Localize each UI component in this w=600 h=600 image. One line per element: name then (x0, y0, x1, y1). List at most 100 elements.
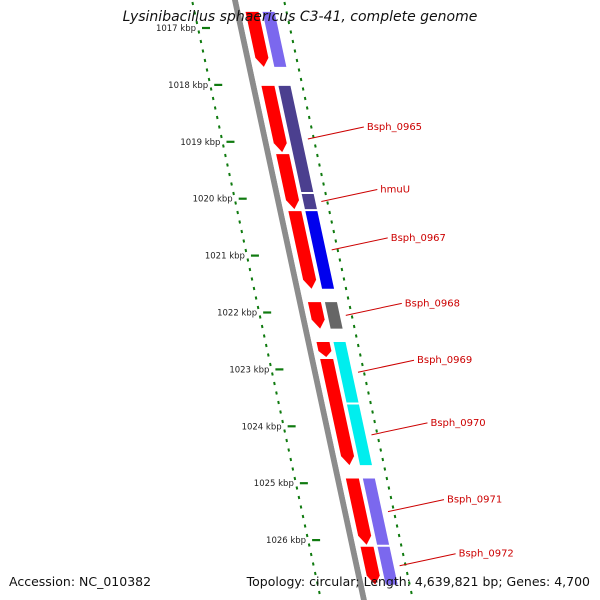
scale-dot (242, 239, 246, 243)
outer-ring-dot (344, 286, 348, 291)
scale-dot (248, 267, 252, 272)
gene-label: Bsph_0965 (367, 122, 422, 133)
scale-dot (224, 153, 227, 158)
scale-tick-label: 1021 kbp (205, 252, 245, 262)
gene-leader-line (357, 359, 415, 373)
scale-dot (305, 533, 309, 538)
outer-ring-dot (373, 419, 376, 424)
scale-dot (222, 144, 225, 148)
outer-ring-dot (401, 552, 405, 557)
gene-feature (333, 341, 359, 403)
gene-label: Bsph_0969 (417, 355, 472, 366)
scale-dot (258, 315, 262, 319)
gene-feature (346, 404, 372, 466)
scale-dot (291, 467, 295, 471)
genome-backbone (231, 0, 367, 600)
cds-arrow (276, 154, 299, 210)
scale-tick-label: 1019 kbp (180, 138, 220, 148)
outer-ring-dot (318, 163, 321, 167)
gene-leader-line (345, 302, 402, 316)
cds-arrow (261, 85, 287, 153)
gene-feature (301, 194, 317, 210)
scale-dot (230, 182, 233, 186)
outer-ring-dot (383, 467, 387, 471)
gene-feature (278, 85, 314, 193)
outer-ring-dot (334, 239, 338, 243)
outer-ring-dot (324, 191, 327, 196)
scale-dot (250, 277, 254, 281)
outer-ring-dot (399, 543, 403, 547)
scale-dot (232, 191, 235, 196)
scale-dot (197, 30, 201, 34)
outer-ring-dot (314, 144, 317, 148)
cds-arrow (345, 478, 372, 545)
outer-ring-dot (293, 49, 297, 53)
outer-ring-dot (408, 581, 411, 585)
genome-summary-text: Topology: circular; Length: 4,639,821 bp… (246, 574, 590, 589)
outer-ring-dot (369, 400, 372, 405)
outer-ring-dot (377, 438, 380, 443)
outer-ring-dot (330, 220, 334, 224)
scale-dot (254, 296, 258, 300)
gene-leader-line (307, 126, 364, 140)
scale-dot (313, 571, 317, 576)
outer-ring-dot (363, 372, 366, 376)
outer-ring-dot (354, 334, 358, 338)
gene-leader-line (321, 189, 378, 203)
accession-text: Accession: NC_010382 (9, 574, 152, 589)
scale-dot (283, 429, 286, 433)
outer-ring-dot (338, 258, 342, 262)
outer-ring-dot (346, 296, 350, 300)
outer-ring-dot (340, 267, 344, 272)
scale-dot (199, 39, 203, 44)
outer-ring-dot (391, 505, 395, 509)
outer-ring-dot (410, 590, 413, 595)
scale-dot (279, 410, 282, 414)
scale-dot (289, 457, 293, 462)
scale-dot (301, 514, 305, 519)
outer-ring-dot (307, 115, 311, 120)
scale-dot (285, 438, 288, 443)
gene-label: Bsph_0972 (459, 549, 514, 560)
scale-dot (195, 20, 199, 25)
outer-ring-dot (375, 429, 378, 433)
gene-label: Bsph_0967 (391, 233, 446, 244)
scale-dot (316, 581, 319, 585)
gene-label: hmuU (380, 185, 410, 196)
gene-leader-line (387, 499, 445, 513)
outer-ring-dot (303, 96, 307, 101)
outer-ring-dot (336, 248, 340, 253)
scale-dot (256, 305, 260, 310)
outer-ring-dot (332, 229, 336, 234)
scale-dot (287, 448, 291, 452)
gene-feature (362, 478, 390, 545)
gene-feature (324, 302, 343, 329)
outer-ring-dot (287, 20, 291, 25)
scale-dot (260, 324, 264, 329)
cds-arrow (307, 302, 325, 329)
outer-ring-dot (285, 11, 289, 15)
scale-tick-label: 1026 kbp (266, 536, 306, 546)
outer-ring-dot (305, 106, 309, 110)
scale-dot (311, 562, 315, 566)
scale-dot (295, 486, 299, 490)
scale-tick-label: 1022 kbp (217, 309, 257, 319)
scale-dot (264, 343, 268, 348)
outer-ring-dot (405, 571, 409, 576)
scale-dot (191, 1, 195, 6)
outer-ring-dot (297, 68, 301, 72)
scale-dot (228, 172, 231, 177)
gene-label: Bsph_0970 (430, 418, 485, 429)
outer-ring-dot (356, 343, 360, 348)
cds-arrow (320, 359, 355, 466)
scale-ticks: 1017 kbp 1018 kbp 1019 kbp 1020 kbp 1021 kbp… (156, 1, 413, 595)
outer-ring-dot (283, 1, 287, 6)
cds-arrow (360, 546, 380, 585)
scale-dot (275, 391, 278, 395)
scale-dot (318, 590, 321, 595)
cds-arrow (288, 211, 317, 289)
scale-dot (267, 353, 270, 357)
scale-dot (205, 68, 209, 72)
scale-dot (303, 524, 307, 528)
